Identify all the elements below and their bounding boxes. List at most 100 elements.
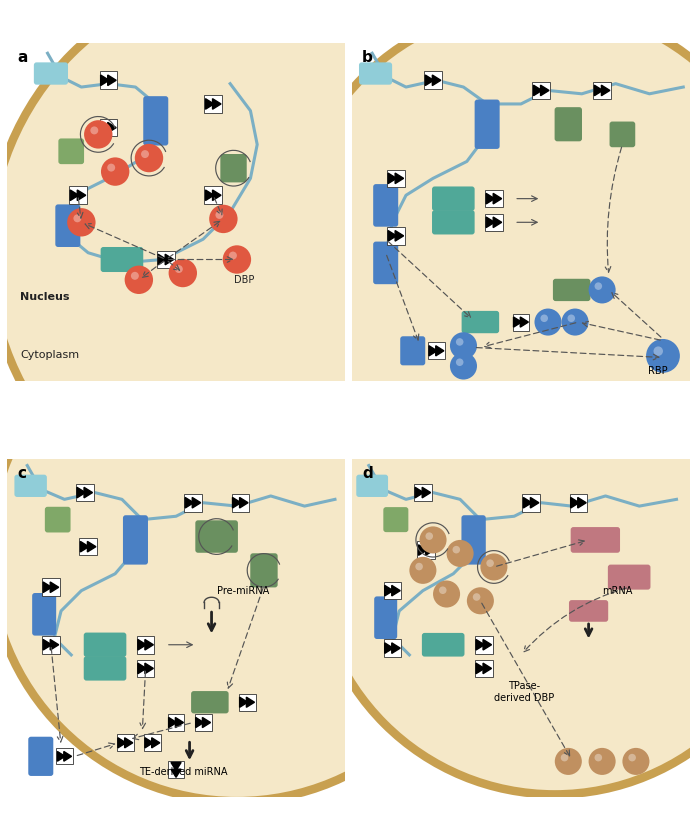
FancyBboxPatch shape <box>84 656 126 680</box>
Polygon shape <box>138 663 146 674</box>
Polygon shape <box>171 763 181 770</box>
Text: Nucleus: Nucleus <box>20 292 70 302</box>
FancyBboxPatch shape <box>373 242 398 284</box>
Polygon shape <box>87 542 96 552</box>
Polygon shape <box>602 85 610 96</box>
Polygon shape <box>108 75 116 86</box>
Polygon shape <box>118 738 126 748</box>
Polygon shape <box>418 545 427 555</box>
Bar <box>383 639 401 657</box>
FancyBboxPatch shape <box>220 154 247 182</box>
Circle shape <box>473 593 480 601</box>
Circle shape <box>646 339 680 373</box>
Polygon shape <box>176 717 183 727</box>
Polygon shape <box>240 497 248 508</box>
Text: Cytoplasm: Cytoplasm <box>20 349 79 360</box>
Polygon shape <box>493 193 502 204</box>
FancyBboxPatch shape <box>553 279 590 301</box>
Polygon shape <box>125 738 132 748</box>
FancyBboxPatch shape <box>195 520 238 553</box>
Circle shape <box>0 310 480 797</box>
Polygon shape <box>158 255 167 265</box>
Polygon shape <box>483 663 491 674</box>
FancyBboxPatch shape <box>432 186 475 211</box>
Circle shape <box>456 339 464 346</box>
Polygon shape <box>246 697 254 707</box>
Bar <box>569 494 588 512</box>
Bar <box>100 71 117 89</box>
Polygon shape <box>84 487 93 498</box>
Polygon shape <box>145 738 153 748</box>
Polygon shape <box>100 75 109 86</box>
Circle shape <box>215 211 223 219</box>
Polygon shape <box>43 639 52 650</box>
Circle shape <box>588 748 615 775</box>
Circle shape <box>439 586 447 594</box>
Circle shape <box>294 9 697 496</box>
Bar <box>76 484 93 501</box>
Text: mRNA: mRNA <box>602 586 632 596</box>
Bar <box>117 734 134 751</box>
Circle shape <box>467 587 494 614</box>
FancyBboxPatch shape <box>84 633 126 657</box>
Circle shape <box>567 314 575 322</box>
Circle shape <box>409 557 436 584</box>
Polygon shape <box>206 98 214 109</box>
Bar <box>414 484 431 501</box>
FancyBboxPatch shape <box>374 596 397 639</box>
FancyBboxPatch shape <box>571 527 620 553</box>
Polygon shape <box>392 643 400 654</box>
Circle shape <box>595 753 602 761</box>
Polygon shape <box>595 85 603 96</box>
Circle shape <box>450 353 477 380</box>
FancyBboxPatch shape <box>15 475 47 497</box>
Bar <box>157 250 175 268</box>
Circle shape <box>0 302 489 806</box>
Bar <box>79 538 97 555</box>
Polygon shape <box>145 663 153 674</box>
FancyBboxPatch shape <box>422 633 464 657</box>
Polygon shape <box>138 639 146 650</box>
FancyBboxPatch shape <box>144 96 168 145</box>
Circle shape <box>540 314 548 322</box>
FancyBboxPatch shape <box>569 600 608 622</box>
Polygon shape <box>436 346 444 356</box>
Polygon shape <box>483 639 491 650</box>
Circle shape <box>67 208 95 237</box>
Bar <box>428 343 445 360</box>
Circle shape <box>229 251 237 260</box>
Polygon shape <box>77 190 86 201</box>
FancyBboxPatch shape <box>373 184 398 227</box>
Circle shape <box>433 580 460 607</box>
Polygon shape <box>50 582 59 592</box>
Bar <box>42 579 60 596</box>
Polygon shape <box>432 75 441 86</box>
Circle shape <box>425 533 433 540</box>
Bar <box>204 95 222 113</box>
Polygon shape <box>426 545 434 555</box>
Circle shape <box>223 245 251 274</box>
FancyBboxPatch shape <box>475 100 500 149</box>
FancyBboxPatch shape <box>250 554 277 587</box>
FancyBboxPatch shape <box>45 507 70 533</box>
Polygon shape <box>108 123 116 133</box>
Polygon shape <box>152 738 160 748</box>
FancyBboxPatch shape <box>191 691 229 713</box>
Circle shape <box>286 1 697 505</box>
Bar <box>167 714 185 731</box>
Bar <box>167 761 185 779</box>
Bar <box>387 227 405 244</box>
Polygon shape <box>571 497 579 508</box>
Bar <box>475 659 493 677</box>
Circle shape <box>0 0 548 530</box>
Bar <box>424 71 442 89</box>
Polygon shape <box>530 497 539 508</box>
Bar <box>533 81 550 99</box>
Bar <box>42 636 60 654</box>
Polygon shape <box>533 85 542 96</box>
Circle shape <box>415 563 423 570</box>
FancyBboxPatch shape <box>400 336 425 365</box>
Circle shape <box>318 317 697 790</box>
FancyBboxPatch shape <box>55 204 80 247</box>
Circle shape <box>209 205 238 234</box>
